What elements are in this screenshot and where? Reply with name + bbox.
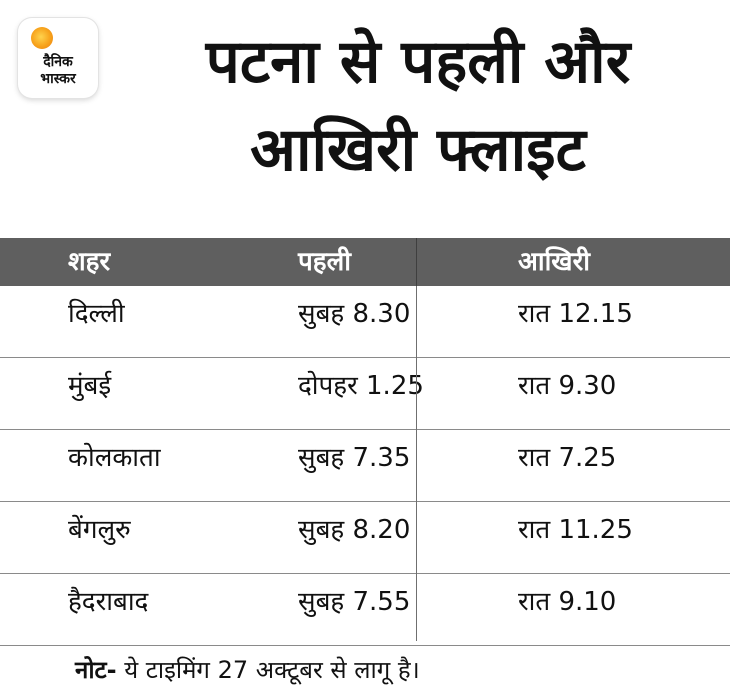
first-flight-cell: सुबह 7.55 [298, 587, 411, 617]
city-cell: दिल्ली [68, 299, 125, 329]
footnote: नोट- ये टाइमिंग 27 अक्टूबर से लागू है। [75, 650, 420, 690]
table-row: हैदराबाद सुबह 7.55 रात 9.10 [0, 574, 730, 646]
last-flight-cell: रात 9.10 [518, 587, 617, 617]
title-line-1: पटना से पहली और [205, 27, 631, 97]
last-flight-cell: रात 9.30 [518, 371, 617, 401]
last-flight-cell: रात 7.25 [518, 443, 617, 473]
table-row: मुंबई दोपहर 1.25 रात 9.30 [0, 358, 730, 430]
city-cell: हैदराबाद [68, 587, 149, 617]
table-header: शहर पहली आखिरी [0, 238, 730, 286]
sun-icon [31, 27, 53, 49]
first-flight-cell: सुबह 7.35 [298, 443, 411, 473]
flight-timings-table: शहर पहली आखिरी दिल्ली सुबह 8.30 रात 12.1… [0, 238, 730, 646]
column-divider [416, 286, 417, 641]
city-cell: मुंबई [68, 371, 112, 401]
page-title: पटना से पहली और आखिरी फ्लाइट [118, 18, 718, 194]
last-flight-cell: रात 11.25 [518, 515, 633, 545]
logo-text-line1: दैनिक [43, 54, 73, 70]
title-line-2: आखिरी फ्लाइट [250, 115, 586, 185]
header-last: आखिरी [518, 247, 590, 277]
first-flight-cell: सुबह 8.30 [298, 299, 411, 329]
first-flight-cell: सुबह 8.20 [298, 515, 411, 545]
header-divider [416, 238, 417, 286]
note-label: नोट- [75, 656, 117, 684]
header-first: पहली [298, 247, 351, 277]
table-row: कोलकाता सुबह 7.35 रात 7.25 [0, 430, 730, 502]
table-row: बेंगलुरु सुबह 8.20 रात 11.25 [0, 502, 730, 574]
first-flight-cell: दोपहर 1.25 [298, 371, 424, 401]
city-cell: बेंगलुरु [68, 515, 131, 545]
dainik-bhaskar-logo: दैनिक भास्कर [18, 18, 98, 98]
header-city: शहर [68, 247, 111, 277]
note-text: ये टाइमिंग 27 अक्टूबर से लागू है। [116, 656, 420, 684]
city-cell: कोलकाता [68, 443, 161, 473]
logo-text-line2: भास्कर [40, 71, 76, 87]
last-flight-cell: रात 12.15 [518, 299, 633, 329]
table-row: दिल्ली सुबह 8.30 रात 12.15 [0, 286, 730, 358]
